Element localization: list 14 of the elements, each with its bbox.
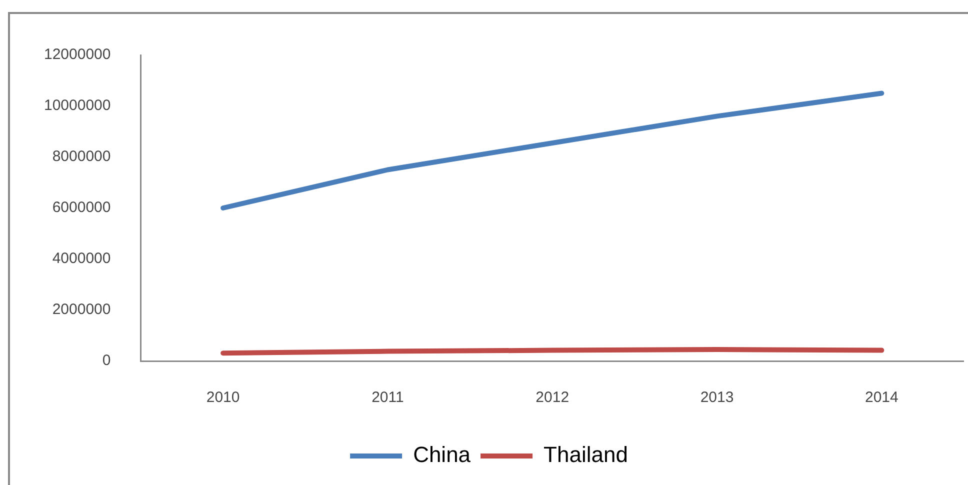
y-tick-label: 8000000 — [52, 148, 111, 166]
x-tick-label: 2014 — [864, 389, 898, 406]
x-tick-label: 2013 — [700, 389, 734, 406]
y-tick-label: 12000000 — [44, 46, 111, 64]
x-tick-label: 2012 — [536, 389, 570, 406]
x-tick-label: 2010 — [206, 389, 240, 406]
x-tick-label: 2011 — [372, 389, 404, 406]
legend-label: Thailand — [544, 442, 628, 468]
y-tick-label: 0 — [102, 352, 111, 370]
y-tick-label: 2000000 — [52, 301, 111, 318]
y-tick-label: 4000000 — [52, 250, 111, 268]
legend-label: China — [413, 442, 472, 468]
y-tick-label: 10000000 — [44, 97, 111, 114]
y-tick-label: 6000000 — [52, 199, 111, 216]
